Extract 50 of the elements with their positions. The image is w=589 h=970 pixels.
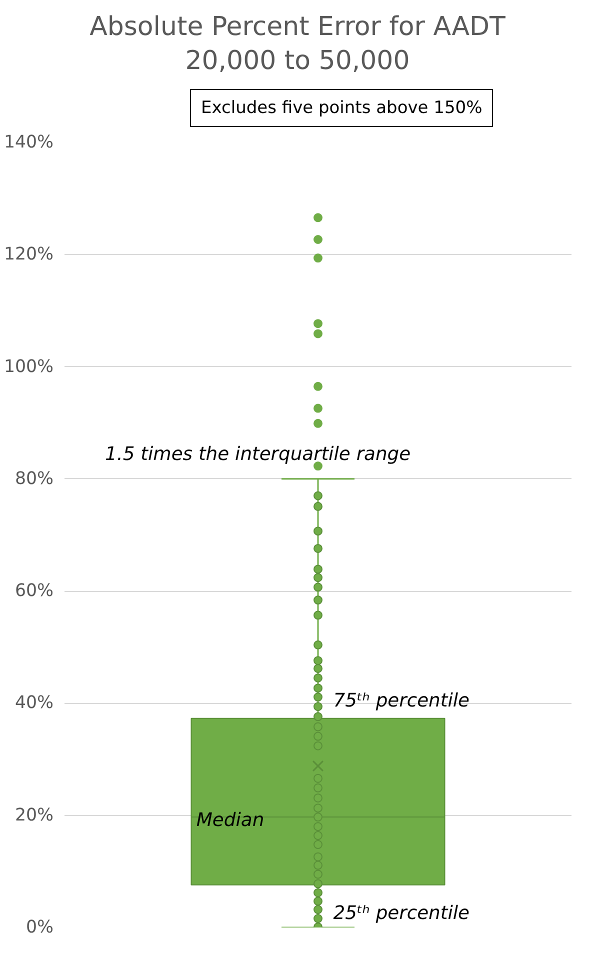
point — [314, 879, 322, 888]
point — [314, 564, 322, 574]
point — [314, 783, 322, 792]
y-tick-label: 80% — [14, 468, 54, 489]
point — [314, 656, 322, 665]
point — [314, 896, 322, 906]
y-tick-label: 60% — [14, 580, 54, 601]
point — [314, 732, 322, 741]
y-tick-label: 100% — [4, 356, 54, 377]
point — [314, 888, 322, 898]
point — [314, 860, 322, 870]
point — [314, 673, 322, 682]
point — [314, 741, 322, 750]
point — [314, 812, 322, 822]
chart-title: Absolute Percent Error for AADT 20,000 to 50,000 — [90, 11, 506, 78]
point — [314, 526, 322, 536]
point — [314, 502, 322, 511]
text: Excludes five points above 150% — [201, 96, 482, 120]
y-tick-label: 120% — [4, 244, 54, 265]
point — [314, 595, 322, 604]
point — [314, 722, 322, 732]
point — [314, 572, 322, 582]
point — [314, 830, 322, 840]
point — [314, 914, 322, 923]
y-tick-label: 20% — [14, 805, 54, 826]
annotation: 25ᵗʰ percentile — [333, 903, 470, 924]
y-tick-label: 0% — [26, 917, 54, 938]
annotation: 1.5 times the interquartile range — [105, 444, 411, 465]
point — [314, 852, 322, 862]
point — [314, 904, 322, 914]
annotation: 75ᵗʰ percentile — [333, 690, 470, 712]
point — [314, 544, 322, 553]
point — [314, 712, 322, 722]
y-tick-label: 40% — [14, 693, 54, 714]
point — [314, 491, 322, 500]
point — [314, 664, 322, 673]
point — [314, 683, 322, 692]
point — [314, 692, 322, 702]
point — [314, 582, 322, 592]
point — [314, 840, 322, 849]
point — [314, 803, 322, 812]
point — [314, 822, 322, 831]
point — [314, 774, 322, 783]
point — [314, 793, 322, 802]
point — [314, 702, 322, 711]
point — [314, 610, 322, 620]
point — [314, 870, 322, 879]
y-tick-label: 140% — [4, 132, 54, 152]
point — [314, 640, 322, 650]
annotation: Median — [196, 810, 264, 831]
